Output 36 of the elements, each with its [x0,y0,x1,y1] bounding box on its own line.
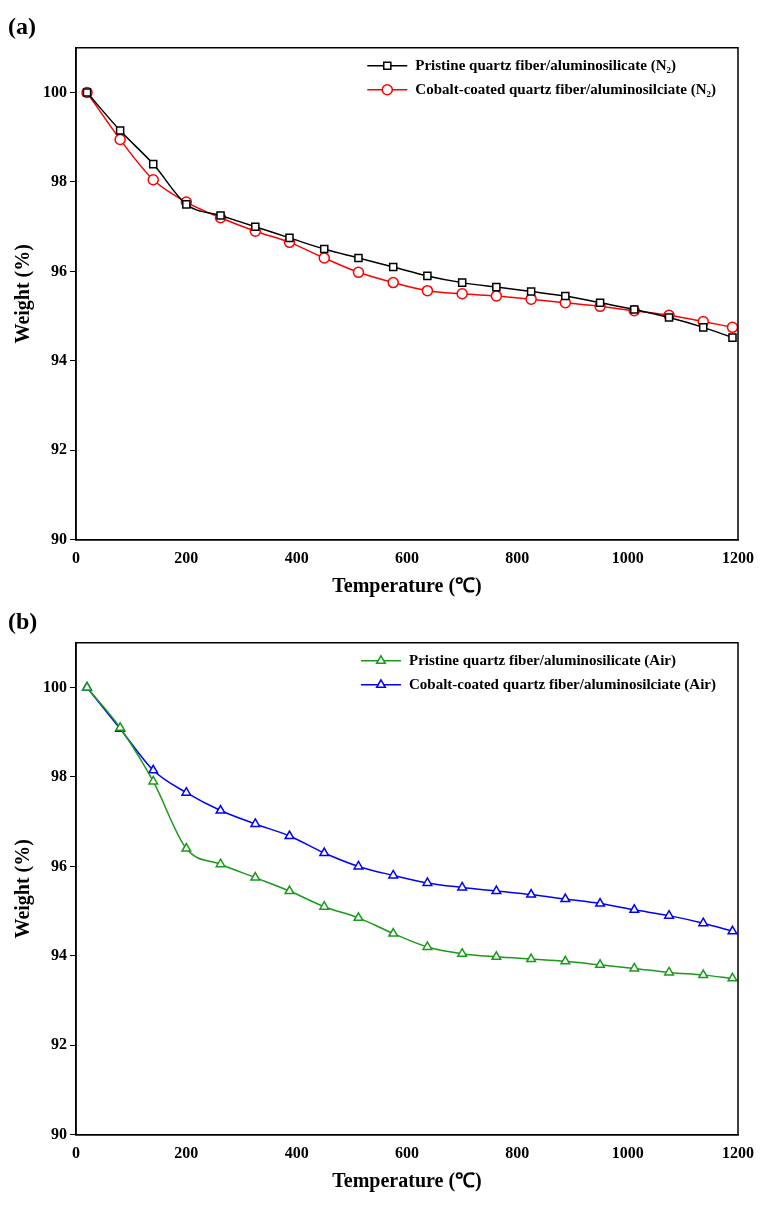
y-tick-label: 90 [51,1124,67,1142]
x-tick-label: 1200 [722,1143,754,1161]
y-tick-label: 98 [51,767,67,785]
y-tick-label: 94 [51,946,67,964]
x-tick-label: 0 [72,548,80,566]
chart-title: (a) [8,12,36,39]
x-tick-label: 1000 [611,548,644,566]
x-axis-title: Temperature (℃) [332,574,482,598]
x-tick-label: 600 [395,1143,419,1161]
x-tick-label: 800 [505,548,530,566]
x-tick-label: 0 [72,1143,80,1161]
y-tick-label: 94 [51,351,67,369]
legend-label: Cobalt-coated quartz fiber/aluminosilciate (N₂) [415,80,716,98]
x-tick-label: 1000 [611,1143,644,1161]
x-tick-label: 600 [395,548,419,566]
legend-label: Pristine quartz fiber/aluminosilicate (N₂) [415,56,677,74]
x-tick-label: 200 [174,548,199,566]
y-axis-title: Weight (%) [11,244,35,344]
y-tick-label: 90 [51,529,67,547]
y-tick-label: 98 [51,172,67,190]
x-tick-label: 400 [284,548,309,566]
y-tick-label: 100 [43,82,67,100]
chart-title: (b) [8,607,38,634]
legend-label: Pristine quartz fiber/aluminosilicate (Air) [408,651,677,669]
x-tick-label: 800 [505,1143,530,1161]
legend-label: Cobalt-coated quartz fiber/aluminosilciate (Air) [408,675,716,693]
y-tick-label: 96 [51,856,67,874]
y-tick-label: 96 [51,261,67,279]
y-tick-label: 100 [43,677,67,695]
x-axis-title: Temperature (℃) [332,1169,482,1193]
y-axis-title: Weight (%) [11,839,35,939]
y-tick-label: 92 [51,440,67,458]
y-tick-label: 92 [51,1035,67,1053]
x-tick-label: 400 [284,1143,309,1161]
x-tick-label: 200 [174,1143,199,1161]
x-tick-label: 1200 [722,548,754,566]
